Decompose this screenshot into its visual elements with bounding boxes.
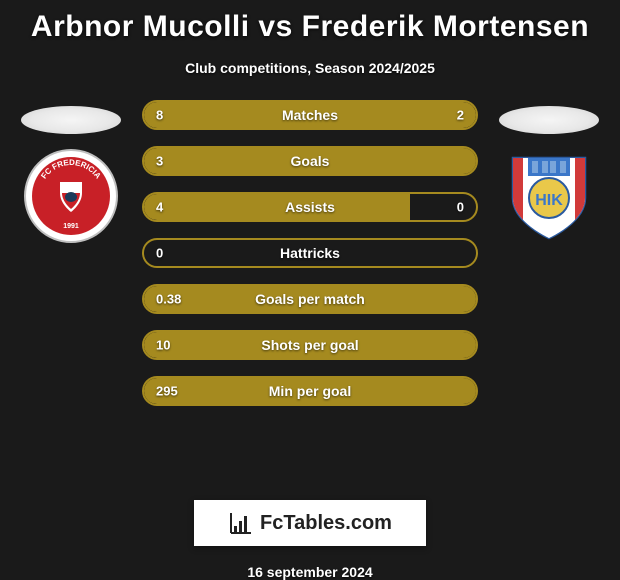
- stat-row: 0 Hattricks: [142, 238, 478, 268]
- player2-name: Frederik Mortensen: [302, 10, 589, 43]
- player1-name: Arbnor Mucolli: [31, 10, 250, 43]
- vs-text: vs: [258, 10, 292, 43]
- stat-fill-left: [144, 102, 410, 128]
- stat-row: 8 Matches 2: [142, 100, 478, 130]
- right-badge-text: HIK: [535, 192, 563, 209]
- stat-label: Shots per goal: [261, 337, 358, 353]
- stat-value-left: 0.38: [156, 292, 181, 307]
- left-side: FC FREDERICIA 1991: [16, 100, 126, 244]
- right-club-badge: HIK: [501, 148, 597, 244]
- stat-row: 4 Assists 0: [142, 192, 478, 222]
- stat-fill-right: [410, 102, 476, 128]
- stat-label: Assists: [285, 199, 335, 215]
- stats-column: 8 Matches 2 3 Goals 4 Assists 0 0 Hattricks 0.38 Go…: [142, 100, 478, 406]
- left-badge-year: 1991: [63, 223, 79, 230]
- subtitle: Club competitions, Season 2024/2025: [185, 60, 435, 76]
- stat-label: Min per goal: [269, 383, 351, 399]
- stat-value-left: 8: [156, 108, 163, 123]
- footer-brand-text: FcTables.com: [260, 512, 392, 535]
- right-side: HIK: [494, 100, 604, 244]
- stat-row: 0.38 Goals per match: [142, 284, 478, 314]
- stat-value-left: 10: [156, 338, 170, 353]
- stat-value-left: 4: [156, 200, 163, 215]
- stat-row: 3 Goals: [142, 146, 478, 176]
- stat-label: Goals: [291, 153, 330, 169]
- stat-row: 295 Min per goal: [142, 376, 478, 406]
- comparison-card: Arbnor Mucolli vs Frederik Mortensen Clu…: [0, 0, 620, 580]
- stat-value-left: 0: [156, 246, 163, 261]
- stat-value-right: 0: [457, 200, 464, 215]
- main-area: FC FREDERICIA 1991 8 Matches 2 3 Goals 4 Assis…: [0, 100, 620, 498]
- stat-value-left: 3: [156, 154, 163, 169]
- stat-row: 10 Shots per goal: [142, 330, 478, 360]
- footer-date: 16 september 2024: [247, 564, 372, 580]
- footer-brand: FcTables.com: [194, 500, 426, 546]
- stat-label: Goals per match: [255, 291, 365, 307]
- page-title: Arbnor Mucolli vs Frederik Mortensen: [31, 10, 589, 44]
- stat-value-right: 2: [457, 108, 464, 123]
- left-club-badge: FC FREDERICIA 1991: [23, 148, 119, 244]
- stat-fill-left: [144, 194, 410, 220]
- player1-silhouette-shadow: [21, 106, 121, 134]
- stat-label: Hattricks: [280, 245, 340, 261]
- stat-value-left: 295: [156, 384, 178, 399]
- bar-chart-icon: [228, 510, 254, 536]
- stat-label: Matches: [282, 107, 338, 123]
- player2-silhouette-shadow: [499, 106, 599, 134]
